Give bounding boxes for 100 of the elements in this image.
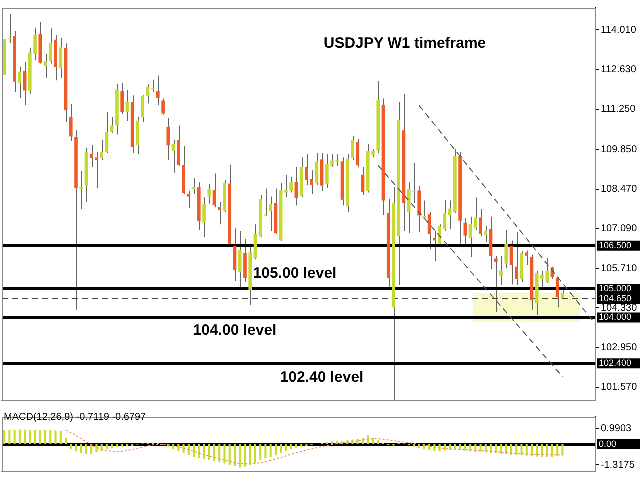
bar [290, 444, 292, 450]
bar [96, 444, 98, 453]
ref-line-label: 0.00 [599, 438, 617, 449]
candlestick [351, 136, 354, 161]
bar [14, 430, 16, 444]
bar [188, 444, 190, 456]
ref-line-label: 106.500 [599, 240, 632, 250]
candlestick [510, 240, 514, 286]
bar [193, 444, 196, 458]
bar [239, 444, 242, 468]
annotation: 102.40 level [280, 368, 364, 386]
candlestick [23, 62, 27, 106]
candlestick [479, 208, 482, 238]
bar [44, 430, 47, 444]
y-tick-label: 114.010 [601, 24, 637, 36]
candlestick [110, 116, 114, 134]
ref-line-label: 105.000 [599, 283, 632, 294]
bar [218, 444, 221, 463]
bar [24, 430, 26, 444]
bar [377, 440, 380, 444]
candlestick [141, 95, 144, 123]
candlestick [146, 84, 150, 104]
candlestick [156, 75, 160, 106]
candlestick [500, 256, 503, 286]
bar [556, 444, 559, 456]
candlestick [80, 170, 84, 210]
bar [54, 430, 57, 444]
bar [362, 438, 364, 444]
candlestick [238, 230, 242, 288]
candlestick [433, 230, 436, 262]
bar [541, 444, 544, 458]
bar [331, 442, 334, 444]
bar [80, 444, 82, 454]
bar [280, 444, 282, 454]
candlestick [356, 138, 360, 168]
bar [254, 444, 256, 464]
bar [495, 444, 498, 454]
candlestick [208, 184, 212, 204]
bar [428, 444, 431, 450]
bar [520, 444, 523, 456]
bar [208, 444, 210, 461]
bar [526, 444, 528, 456]
bar [274, 444, 277, 456]
bar [64, 438, 68, 444]
bar [260, 444, 262, 460]
candlestick [464, 218, 468, 245]
candlestick [474, 197, 478, 231]
candlestick [59, 38, 63, 79]
bar [234, 444, 236, 466]
bar [8, 430, 11, 444]
candlestick [484, 226, 488, 243]
text: USDJPY W1 timeframe [324, 35, 486, 52]
ref-line-label: 104.650 [599, 294, 632, 304]
candlestick [120, 82, 124, 115]
y-tick-label: 111.250 [601, 104, 636, 116]
candlestick [187, 190, 191, 208]
bar [213, 444, 216, 462]
ref-line-label: 104.000 [599, 312, 632, 322]
bar [480, 444, 482, 452]
candlestick [438, 224, 442, 246]
bar [464, 444, 466, 451]
bar [295, 444, 298, 448]
bar [39, 430, 42, 444]
y-tick-label: 101.570 [601, 382, 638, 394]
candlestick [218, 202, 222, 226]
line-series [66, 430, 564, 465]
candlestick [556, 276, 560, 308]
candlestick [172, 140, 176, 174]
candlestick [494, 256, 498, 313]
bar [60, 430, 62, 444]
ref-line-label: 102.400 [599, 358, 632, 368]
bar [203, 444, 206, 460]
candlestick [468, 216, 472, 258]
y-tick-label: 104.330 [601, 302, 638, 314]
bar [516, 444, 518, 456]
y-tick-label: 102.950 [601, 342, 638, 354]
candlestick [233, 228, 237, 282]
candlestick [212, 173, 216, 208]
candlestick [162, 98, 165, 116]
bar [70, 444, 72, 450]
y-tick-label: 105.710 [601, 263, 638, 274]
y-tick-label: 0.9903 [601, 424, 632, 435]
bar [244, 444, 246, 467]
bar [34, 430, 36, 444]
bar [85, 444, 88, 454]
bar [285, 444, 288, 452]
candlestick [443, 200, 447, 232]
bar [459, 444, 462, 450]
bar [90, 444, 93, 454]
y-tick-label: 108.470 [601, 184, 638, 196]
bar [178, 444, 180, 452]
y-tick-label: 112.630 [601, 64, 637, 76]
candlestick [69, 104, 73, 142]
bar [224, 444, 226, 464]
bar [444, 444, 446, 451]
candlestick [202, 197, 206, 238]
bar [106, 444, 108, 450]
chart-title: MACD(12,26,9) -0.7119 -0.6797 [4, 412, 147, 423]
y-tick-label: -1.3175 [601, 460, 636, 471]
bar [372, 438, 374, 444]
